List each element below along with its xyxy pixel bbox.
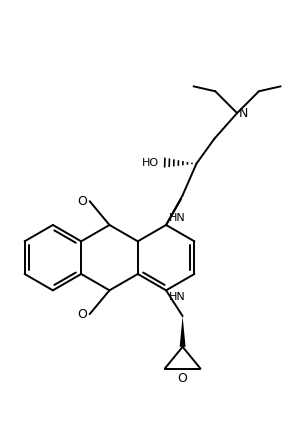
Text: HO: HO: [142, 157, 160, 168]
Polygon shape: [180, 316, 186, 347]
Text: HN: HN: [169, 292, 186, 302]
Text: HN: HN: [169, 213, 186, 223]
Text: N: N: [239, 107, 249, 120]
Text: O: O: [178, 372, 188, 385]
Text: O: O: [77, 308, 87, 321]
Text: O: O: [77, 195, 87, 208]
